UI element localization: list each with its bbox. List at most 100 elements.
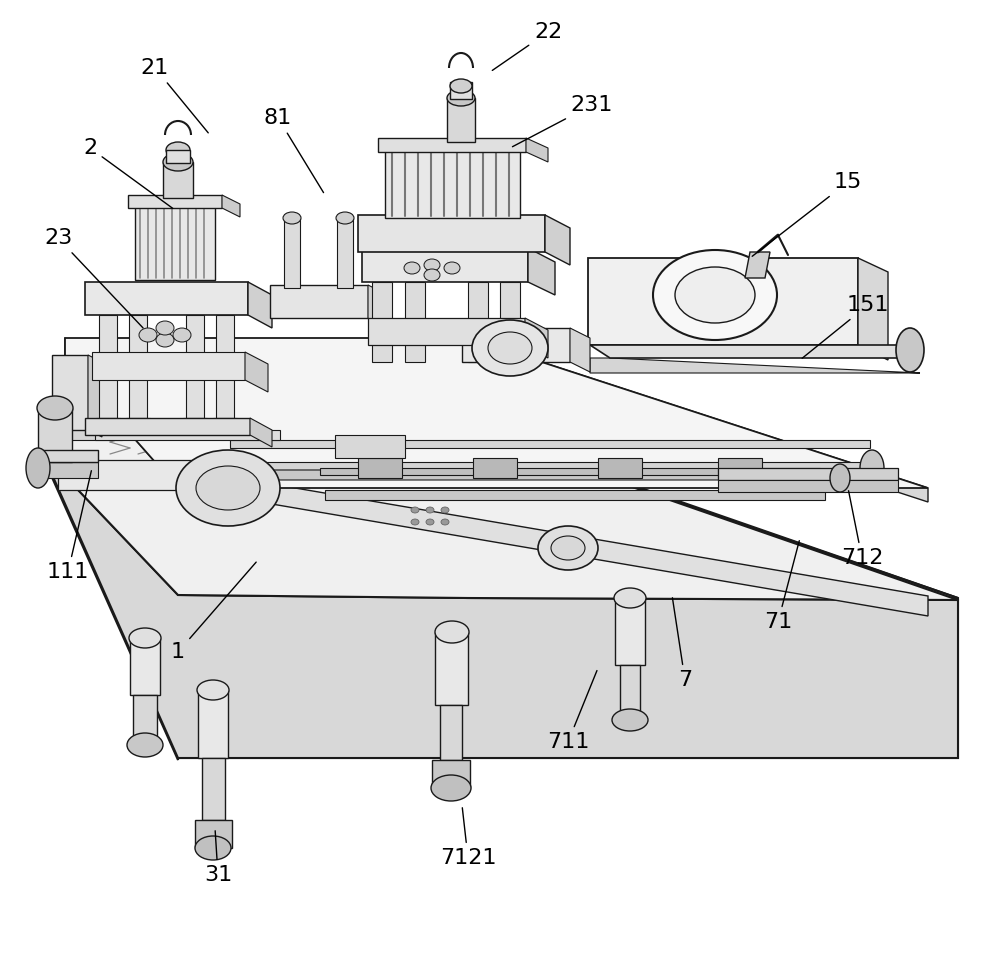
Polygon shape [525, 318, 548, 358]
Ellipse shape [426, 519, 434, 525]
Polygon shape [95, 430, 280, 440]
Polygon shape [195, 820, 232, 848]
Text: 23: 23 [44, 228, 143, 328]
Ellipse shape [675, 267, 755, 323]
Polygon shape [96, 418, 120, 428]
Ellipse shape [441, 507, 449, 513]
Ellipse shape [450, 79, 472, 93]
Text: 111: 111 [47, 471, 91, 582]
Polygon shape [92, 352, 245, 380]
Polygon shape [368, 318, 525, 345]
Polygon shape [222, 195, 240, 217]
Polygon shape [250, 418, 272, 447]
Polygon shape [378, 138, 526, 152]
Polygon shape [473, 458, 517, 478]
Polygon shape [718, 458, 762, 478]
Polygon shape [248, 282, 272, 328]
Ellipse shape [404, 262, 420, 274]
Polygon shape [590, 345, 920, 358]
Polygon shape [166, 150, 190, 163]
Ellipse shape [173, 328, 191, 342]
Ellipse shape [156, 321, 174, 335]
Polygon shape [745, 252, 770, 278]
Polygon shape [405, 282, 425, 362]
Polygon shape [58, 460, 200, 490]
Polygon shape [38, 408, 72, 462]
Polygon shape [526, 138, 548, 162]
Ellipse shape [197, 680, 229, 700]
Ellipse shape [426, 507, 434, 513]
Ellipse shape [176, 450, 280, 526]
Text: 7: 7 [672, 597, 692, 690]
Polygon shape [198, 690, 228, 758]
Polygon shape [133, 695, 157, 745]
Polygon shape [202, 758, 225, 820]
Text: 7121: 7121 [440, 808, 496, 868]
Text: 1: 1 [171, 562, 256, 662]
Polygon shape [135, 205, 215, 280]
Polygon shape [500, 282, 520, 362]
Ellipse shape [424, 259, 440, 271]
Polygon shape [183, 418, 207, 428]
Ellipse shape [424, 269, 440, 281]
Polygon shape [65, 338, 928, 616]
Text: 22: 22 [492, 22, 562, 70]
Ellipse shape [860, 450, 884, 486]
Ellipse shape [411, 507, 419, 513]
Polygon shape [42, 430, 958, 598]
Polygon shape [163, 162, 193, 198]
Ellipse shape [411, 519, 419, 525]
Polygon shape [447, 98, 475, 142]
Text: 711: 711 [547, 671, 597, 752]
Ellipse shape [614, 588, 646, 608]
Polygon shape [432, 760, 470, 788]
Polygon shape [216, 315, 234, 418]
Polygon shape [615, 598, 645, 665]
Polygon shape [245, 352, 268, 392]
Polygon shape [598, 458, 642, 478]
Polygon shape [335, 435, 405, 458]
Polygon shape [230, 470, 890, 480]
Polygon shape [435, 632, 468, 705]
Polygon shape [718, 468, 898, 480]
Polygon shape [42, 430, 958, 625]
Ellipse shape [163, 153, 193, 171]
Ellipse shape [156, 333, 174, 347]
Ellipse shape [830, 464, 850, 492]
Polygon shape [462, 328, 570, 362]
Polygon shape [620, 665, 640, 720]
Ellipse shape [612, 709, 648, 731]
Ellipse shape [336, 212, 354, 224]
Polygon shape [718, 480, 898, 492]
Polygon shape [186, 315, 204, 418]
Ellipse shape [127, 733, 163, 757]
Polygon shape [528, 248, 555, 295]
Polygon shape [588, 258, 858, 345]
Ellipse shape [488, 332, 532, 364]
Polygon shape [320, 468, 820, 475]
Text: 71: 71 [764, 540, 799, 632]
Polygon shape [468, 282, 488, 362]
Polygon shape [362, 248, 528, 282]
Ellipse shape [435, 621, 469, 643]
Ellipse shape [26, 448, 50, 488]
Polygon shape [858, 258, 888, 360]
Polygon shape [368, 285, 390, 330]
Ellipse shape [551, 536, 585, 560]
Polygon shape [129, 315, 147, 418]
Polygon shape [130, 638, 160, 695]
Text: 2: 2 [83, 138, 173, 208]
Polygon shape [545, 215, 570, 265]
Polygon shape [65, 338, 928, 488]
Polygon shape [52, 355, 88, 430]
Polygon shape [270, 285, 368, 318]
Ellipse shape [472, 320, 548, 376]
Polygon shape [358, 215, 545, 252]
Polygon shape [38, 462, 98, 478]
Polygon shape [42, 452, 958, 758]
Polygon shape [38, 450, 98, 462]
Ellipse shape [653, 250, 777, 340]
Polygon shape [128, 195, 222, 208]
Polygon shape [42, 428, 958, 758]
Text: 151: 151 [802, 295, 889, 358]
